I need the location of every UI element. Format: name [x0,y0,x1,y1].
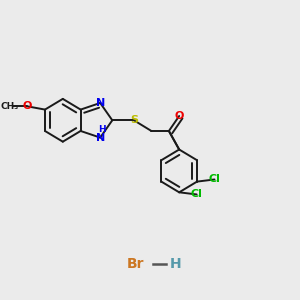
Text: N: N [96,133,105,142]
Text: O: O [175,111,184,121]
Text: CH₃: CH₃ [1,102,19,111]
Text: S: S [130,115,138,125]
Text: H: H [170,257,182,272]
Text: N: N [96,98,105,108]
Text: Cl: Cl [208,175,220,184]
Text: O: O [23,101,32,111]
Text: Br: Br [127,257,144,272]
Text: H: H [98,125,105,134]
Text: Cl: Cl [191,190,203,200]
